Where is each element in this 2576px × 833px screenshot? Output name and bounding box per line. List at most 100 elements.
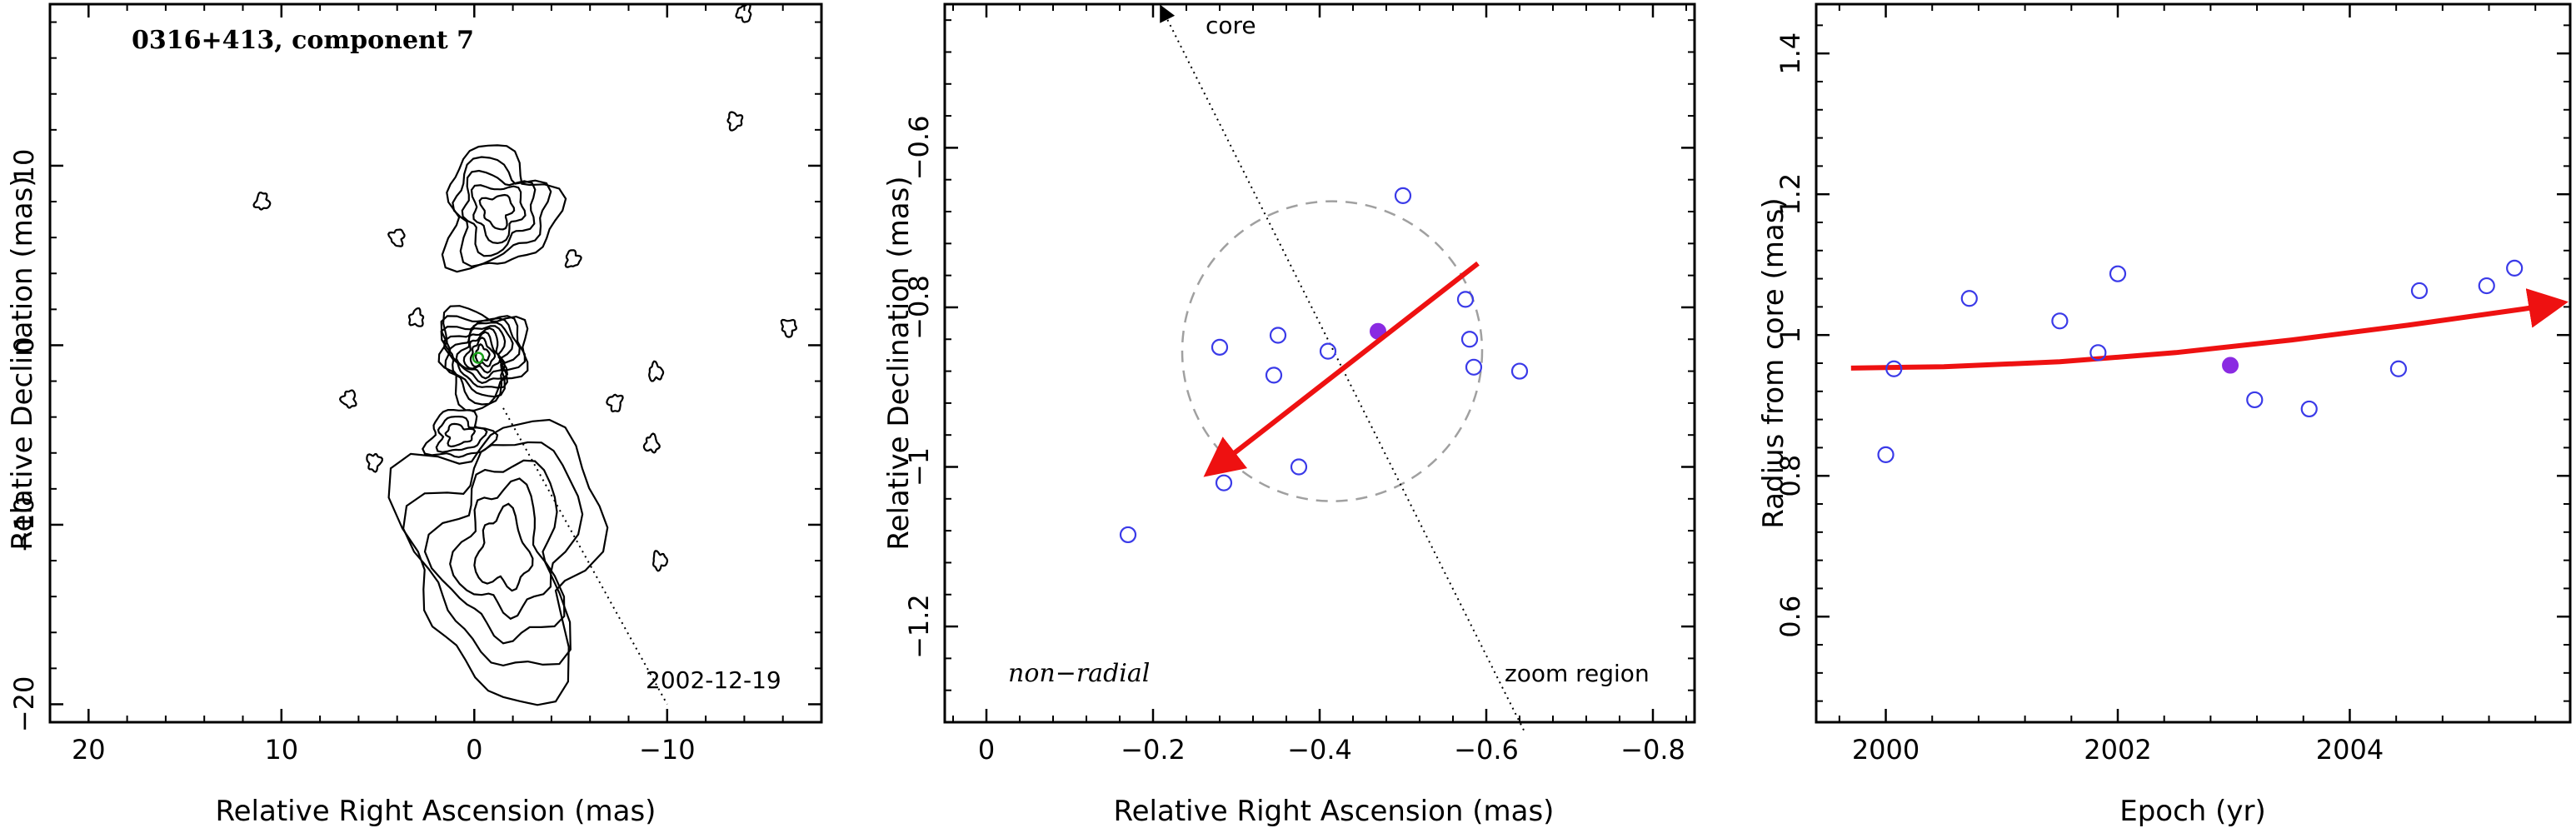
epoch-label: 2002-12-19	[646, 666, 781, 694]
position-zoom-plot-area	[1119, 4, 1529, 731]
south-knot-contour	[444, 422, 477, 448]
isolated-contour	[564, 249, 582, 268]
contour-map-y-axis-title: Relative Declination (mas)	[6, 176, 39, 550]
position-zoom-ticks: 0 −0.2 −0.4 −0.6 −0.8 −0.6 −0.8 −1 −1.2	[903, 4, 1695, 766]
position-point	[1211, 338, 1229, 356]
contour-map-plot-area	[252, 2, 797, 706]
x-tick-label: 0	[978, 734, 995, 766]
x-tick-label: 20	[72, 734, 106, 766]
y-tick-label: −1	[903, 447, 935, 486]
isolated-contour	[651, 550, 669, 572]
radius-point	[2246, 391, 2264, 409]
x-tick-label: 0	[466, 734, 482, 766]
core-contour	[448, 325, 509, 384]
south-knot-contour	[435, 415, 488, 453]
contour-map-title: 0316+413, component 7	[132, 26, 474, 55]
zoom-region-circle	[1181, 200, 1484, 502]
south-lobe-contour	[423, 459, 566, 645]
radius-point	[2410, 282, 2429, 300]
x-tick-label: −0.8	[1620, 734, 1685, 766]
isolated-contour	[780, 318, 797, 338]
core-contour	[455, 327, 506, 380]
y-tick-label: 1.2	[1775, 173, 1806, 216]
y-tick-label: 1	[1775, 327, 1806, 343]
panel-radius-epoch: 2000 2002 2004 0.6 0.8 1 1.2 1.4 Epoch (yr) Rad…	[1757, 2, 2572, 828]
core-contour	[440, 317, 521, 398]
jet-direction-line	[502, 407, 668, 705]
radius-point	[2109, 265, 2127, 282]
x-tick-label: −0.2	[1121, 734, 1186, 766]
radius-epoch-plot-area	[1850, 259, 2569, 463]
zoom-region-label: zoom region	[1505, 660, 1650, 687]
core-contour	[437, 305, 529, 412]
south-knot-contour	[422, 409, 499, 458]
north-lobe-contour	[470, 184, 527, 245]
x-tick-label: 10	[264, 734, 298, 766]
isolated-contour	[648, 360, 665, 382]
panel-position-zoom: 0 −0.2 −0.4 −0.6 −0.8 −0.6 −0.8 −1 −1.2 core zoo…	[882, 2, 1696, 828]
position-point	[1269, 327, 1287, 344]
core-label: core	[1206, 12, 1256, 39]
highlight-point	[2222, 357, 2239, 374]
radius-point	[1877, 446, 1895, 463]
radius-point	[1960, 290, 1978, 307]
position-point	[1119, 526, 1137, 544]
radius-epoch-x-axis-title: Epoch (yr)	[2119, 795, 2266, 828]
isolated-contour	[726, 111, 744, 132]
south-lobe-contour	[473, 502, 534, 592]
isolated-contour	[366, 452, 383, 473]
north-lobe-contour	[452, 156, 552, 267]
radius-epoch-ticks: 2000 2002 2004 0.6 0.8 1 1.2 1.4	[1775, 4, 2570, 766]
position-point	[1265, 367, 1283, 384]
x-tick-label: −10	[639, 734, 696, 766]
contour-map-x-axis-title: Relative Right Ascension (mas)	[216, 795, 656, 828]
y-tick-label: 0.6	[1775, 596, 1806, 638]
isolated-contour	[338, 389, 357, 409]
radius-point	[2051, 312, 2069, 330]
position-point	[1465, 358, 1483, 376]
radius-point	[2089, 344, 2107, 362]
position-point	[1510, 362, 1529, 380]
y-tick-label: 0.8	[1775, 455, 1806, 497]
y-tick-label: 10	[8, 149, 40, 183]
y-tick-label: −0.6	[903, 116, 935, 181]
south-lobe-contour	[387, 418, 609, 706]
position-zoom-y-axis-title: Relative Declination (mas)	[882, 176, 916, 550]
core-contour	[462, 331, 502, 374]
y-tick-label: 0	[8, 337, 40, 353]
north-lobe-contour	[461, 169, 537, 257]
x-tick-label: −0.6	[1454, 734, 1519, 766]
position-point	[1456, 291, 1475, 308]
south-lobe-contour	[402, 441, 584, 667]
x-tick-label: 2004	[2316, 734, 2384, 766]
contour-map-ticks: 20 10 0 −10 10 0 −10 −20	[8, 4, 822, 766]
north-lobe-contour	[478, 193, 516, 231]
component-marker	[472, 352, 485, 364]
y-tick-label: −0.8	[903, 275, 935, 340]
radius-point	[2300, 400, 2318, 418]
x-tick-label: 2002	[2084, 734, 2151, 766]
radius-point	[2506, 259, 2524, 277]
isolated-contour	[606, 393, 624, 413]
isolated-contour	[252, 191, 272, 211]
y-tick-label: −1.2	[903, 594, 935, 659]
y-tick-label: −10	[8, 496, 40, 553]
radius-epoch-frame	[1815, 2, 2572, 724]
x-tick-label: −0.4	[1287, 734, 1352, 766]
motion-type-label: non−radial	[1008, 659, 1150, 688]
y-tick-label: −20	[8, 676, 40, 733]
fit-curve-arrow	[1850, 288, 2569, 371]
isolated-contour	[642, 432, 661, 454]
x-tick-label: 2000	[1852, 734, 1920, 766]
isolated-contour	[407, 307, 425, 327]
radius-point	[2389, 360, 2408, 377]
radius-point	[2478, 277, 2495, 295]
position-point	[1394, 187, 1412, 204]
position-point	[1215, 474, 1233, 491]
radius-point	[1885, 360, 1903, 377]
core-direction-line	[1160, 4, 1525, 731]
isolated-contour	[387, 228, 406, 247]
position-point	[1460, 331, 1479, 348]
